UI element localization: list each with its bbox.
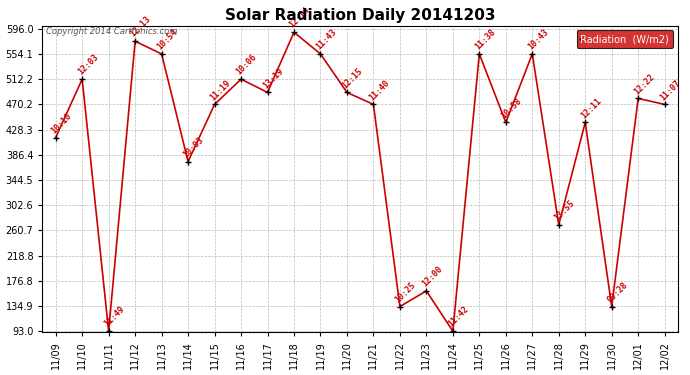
Text: 10:06: 10:06 bbox=[235, 53, 259, 77]
Text: 10:43: 10:43 bbox=[526, 27, 550, 51]
Text: 11:49: 11:49 bbox=[102, 305, 126, 329]
Text: 12:14: 12:14 bbox=[288, 6, 312, 30]
Text: 11:43: 11:43 bbox=[314, 27, 338, 51]
Text: 11:07: 11:07 bbox=[658, 78, 682, 102]
Text: 13:19: 13:19 bbox=[261, 66, 285, 90]
Text: Copyright 2014 Cartronics.com: Copyright 2014 Cartronics.com bbox=[46, 27, 177, 36]
Title: Solar Radiation Daily 20141203: Solar Radiation Daily 20141203 bbox=[225, 8, 495, 23]
Text: 13:55: 13:55 bbox=[553, 198, 576, 222]
Text: 12:13: 12:13 bbox=[129, 15, 152, 39]
Text: 12:22: 12:22 bbox=[632, 72, 656, 96]
Text: 11:40: 11:40 bbox=[367, 78, 391, 102]
Text: 11:38: 11:38 bbox=[473, 27, 497, 51]
Text: 10:58: 10:58 bbox=[500, 96, 524, 120]
Text: 12:11: 12:11 bbox=[579, 96, 603, 120]
Text: 11:42: 11:42 bbox=[446, 305, 471, 329]
Legend: Radiation  (W/m2): Radiation (W/m2) bbox=[577, 30, 673, 48]
Text: 10:54: 10:54 bbox=[155, 27, 179, 51]
Text: 10:03: 10:03 bbox=[181, 135, 206, 159]
Text: 09:28: 09:28 bbox=[605, 280, 629, 304]
Text: 12:00: 12:00 bbox=[420, 264, 444, 288]
Text: 12:15: 12:15 bbox=[341, 66, 364, 90]
Text: 12:03: 12:03 bbox=[76, 53, 100, 77]
Text: 10:25: 10:25 bbox=[393, 280, 417, 304]
Text: 11:19: 11:19 bbox=[208, 78, 233, 102]
Text: 10:10: 10:10 bbox=[49, 111, 73, 135]
